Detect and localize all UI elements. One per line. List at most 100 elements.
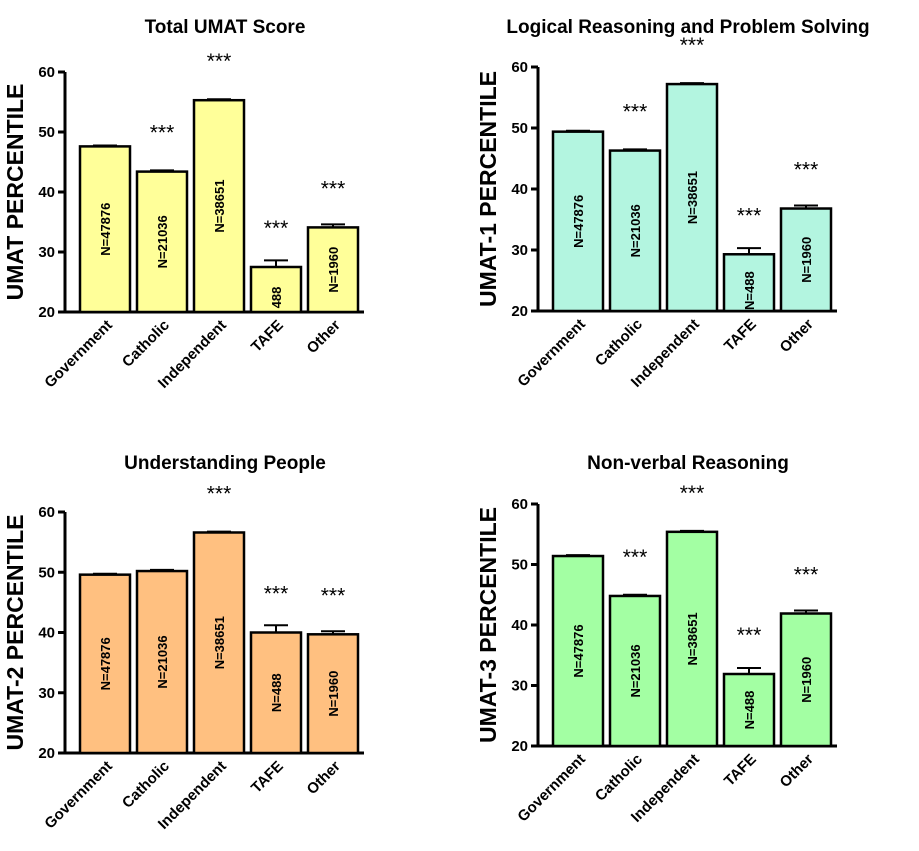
n-label-independent: N=38651 <box>685 171 700 224</box>
x-tick-label-other: Other <box>777 316 817 356</box>
x-tick-label-tafe: TAFE <box>248 758 287 797</box>
y-axis-label: UMAT PERCENTILE <box>2 84 28 301</box>
n-label-independent: N=38651 <box>685 612 700 665</box>
y-tick-label: 60 <box>511 59 528 76</box>
significance-tafe: *** <box>737 204 762 227</box>
x-tick-label-catholic: Catholic <box>592 316 646 370</box>
x-tick-label-other: Other <box>304 317 344 357</box>
bar-other <box>306 633 360 755</box>
bar-catholic <box>135 170 189 314</box>
y-tick-label: 20 <box>38 304 55 321</box>
chart-svg: Logical Reasoning and Problem Solving UMA… <box>475 17 870 391</box>
x-tick-label-catholic: Catholic <box>592 751 646 805</box>
y-axis-label: UMAT-2 PERCENTILE <box>2 515 28 751</box>
x-tick-label-government: Government <box>514 316 589 391</box>
x-tick-label-other: Other <box>304 758 344 798</box>
y-tick-label: 20 <box>511 738 528 755</box>
chart-title: Logical Reasoning and Problem Solving <box>506 17 869 38</box>
n-label-independent: N=38651 <box>212 616 227 669</box>
n-label-other: N=1960 <box>799 237 814 283</box>
significance-independent: *** <box>680 34 705 57</box>
x-tick-label-tafe: TAFE <box>721 751 760 790</box>
bar-independent <box>665 82 719 313</box>
chart-title: Non-verbal Reasoning <box>587 453 789 474</box>
significance-other: *** <box>794 564 819 587</box>
x-tick-label-catholic: Catholic <box>119 758 173 812</box>
significance-tafe: *** <box>264 583 289 606</box>
significance-other: *** <box>321 177 346 200</box>
chart-title: Understanding People <box>124 453 326 474</box>
x-tick-label-government: Government <box>41 758 116 833</box>
significance-tafe: *** <box>737 624 762 647</box>
chart-panel-umat3: Non-verbal Reasoning UMAT-3 PERCENTILE 20 3… <box>460 426 919 851</box>
bar-catholic <box>608 594 662 748</box>
chart-panel-umat1: Logical Reasoning and Problem Solving UMA… <box>460 0 919 425</box>
significance-other: *** <box>321 584 346 607</box>
chart-title: Total UMAT Score <box>145 17 306 38</box>
y-tick-label: 40 <box>38 184 55 201</box>
x-tick-label-government: Government <box>41 317 116 392</box>
n-label-catholic: N=21036 <box>628 204 643 257</box>
n-label-catholic: N=21036 <box>628 644 643 697</box>
bar-independent <box>665 530 719 748</box>
y-tick-label: 30 <box>511 242 528 259</box>
significance-other: *** <box>794 159 819 182</box>
n-label-tafe: N=488 <box>742 271 757 310</box>
x-tick-label-other: Other <box>777 751 817 791</box>
bar-government <box>78 145 132 314</box>
n-label-other: N=1960 <box>326 247 341 293</box>
n-label-government: N=47876 <box>98 637 113 690</box>
significance-catholic: *** <box>623 101 648 124</box>
significance-independent: *** <box>680 482 705 505</box>
chart-panel-umat2: Understanding People UMAT-2 PERCENTILE 20 3… <box>0 426 459 851</box>
x-tick-label-tafe: TAFE <box>248 317 287 356</box>
y-tick-label: 50 <box>38 564 55 581</box>
y-tick-label: 20 <box>511 303 528 320</box>
n-label-catholic: N=21036 <box>155 215 170 268</box>
y-tick-label: 50 <box>511 120 528 137</box>
significance-catholic: *** <box>150 122 175 145</box>
bar-other <box>306 226 360 314</box>
y-tick-label: 40 <box>511 181 528 198</box>
chart-svg: Total UMAT Score UMAT PERCENTILE 20 30 40 50 6… <box>2 17 364 392</box>
chart-svg: Non-verbal Reasoning UMAT-3 PERCENTILE 20 3… <box>475 453 837 826</box>
bar-tafe <box>249 265 303 314</box>
n-label-government: N=47876 <box>571 195 586 248</box>
significance-independent: *** <box>207 482 232 505</box>
y-tick-label: 30 <box>511 678 528 695</box>
chart-svg: Understanding People UMAT-2 PERCENTILE 20 3… <box>2 453 364 833</box>
chart-panel-total: Total UMAT Score UMAT PERCENTILE 20 30 40 50 6… <box>0 0 459 425</box>
y-tick-label: 60 <box>38 504 55 521</box>
bar-tafe <box>722 672 776 748</box>
bar-other <box>779 207 833 313</box>
significance-independent: *** <box>207 50 232 73</box>
x-tick-label-tafe: TAFE <box>721 316 760 355</box>
y-tick-label: 50 <box>38 124 55 141</box>
y-axis-label: UMAT-3 PERCENTILE <box>475 507 501 743</box>
y-tick-label: 40 <box>511 617 528 634</box>
significance-catholic: *** <box>623 546 648 569</box>
x-tick-label-government: Government <box>514 751 589 826</box>
n-label-government: N=47876 <box>571 624 586 677</box>
n-label-government: N=47876 <box>98 203 113 256</box>
y-tick-label: 50 <box>511 557 528 574</box>
y-tick-label: 60 <box>511 496 528 513</box>
bar-government <box>551 130 605 313</box>
y-tick-label: 40 <box>38 625 55 642</box>
n-label-tafe: 488 <box>269 287 284 309</box>
y-axis-label: UMAT-1 PERCENTILE <box>475 71 501 307</box>
y-tick-label: 20 <box>38 745 55 762</box>
n-label-tafe: N=488 <box>742 691 757 730</box>
bar-other <box>779 612 833 748</box>
y-tick-label: 60 <box>38 64 55 81</box>
n-label-tafe: N=488 <box>269 673 284 712</box>
n-label-other: N=1960 <box>799 657 814 703</box>
y-tick-label: 30 <box>38 244 55 261</box>
bar-catholic <box>135 569 189 755</box>
n-label-independent: N=38651 <box>212 180 227 233</box>
n-label-catholic: N=21036 <box>155 635 170 688</box>
y-tick-label: 30 <box>38 685 55 702</box>
significance-tafe: *** <box>264 217 289 240</box>
x-tick-label-catholic: Catholic <box>119 317 173 371</box>
